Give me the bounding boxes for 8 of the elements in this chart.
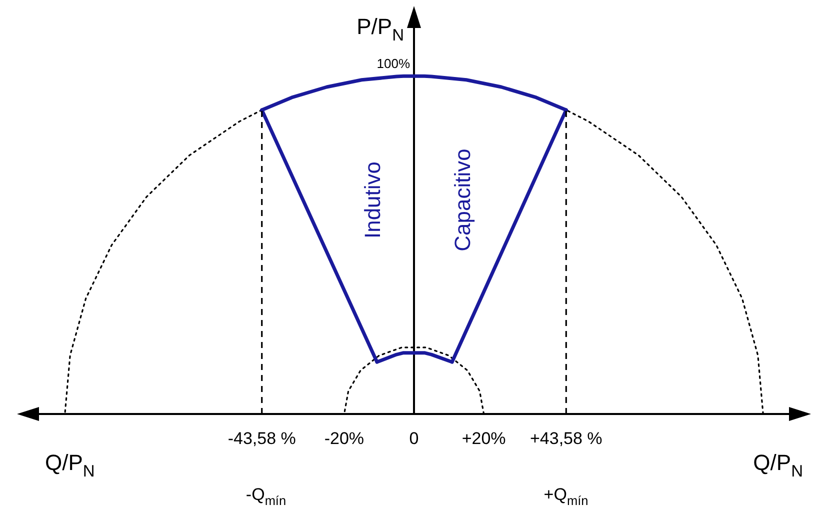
annotation: Indutivo	[360, 161, 385, 239]
x-tick-label: -20%	[324, 429, 364, 448]
x-tick-label: 0	[409, 429, 419, 448]
annotation: 100%	[376, 56, 410, 72]
x-tick-label: +43,58 %	[530, 429, 602, 448]
annotation: Capacitivo	[450, 148, 475, 252]
x-tick-label: -43,58 %	[228, 429, 296, 448]
x-tick-label: +20%	[462, 429, 506, 448]
